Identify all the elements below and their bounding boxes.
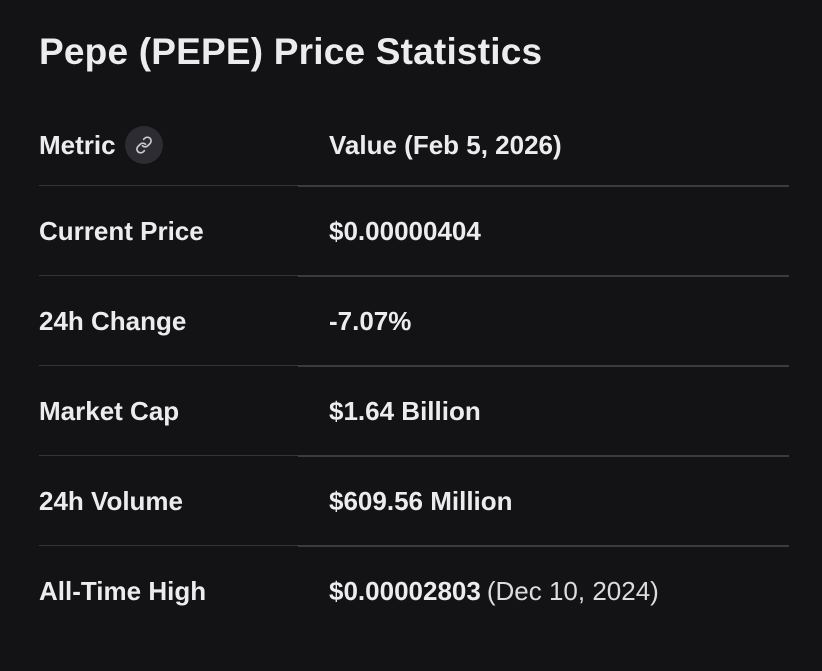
table-header-row: Metric Value (Feb 5, 2026) (39, 104, 789, 187)
row-divider (39, 275, 298, 276)
table-row: 24h Change -7.07% (39, 276, 789, 367)
row-divider (39, 365, 298, 366)
table-row: All-Time High $0.00002803 (Dec 10, 2024) (39, 546, 789, 636)
value-cell: $0.00002803 (Dec 10, 2024) (329, 576, 789, 607)
value-cell: $609.56 Million (329, 486, 789, 517)
value-text: $0.00002803 (329, 575, 481, 606)
metric-header-label: Metric (39, 129, 116, 160)
table-row: 24h Volume $609.56 Million (39, 456, 789, 547)
metric-cell: Current Price (39, 215, 204, 246)
copy-link-button[interactable] (124, 126, 163, 164)
link-icon (135, 136, 152, 154)
table-row: Current Price $0.00000404 (39, 186, 789, 277)
row-divider (298, 455, 789, 457)
price-statistics-table: Metric Value (Feb 5, 2026) Current Price… (39, 104, 789, 636)
metric-cell: 24h Change (39, 305, 187, 336)
row-divider (39, 185, 298, 186)
metric-cell: 24h Volume (39, 485, 184, 516)
metric-cell: All-Time High (39, 575, 207, 606)
page-title: Pepe (PEPE) Price Statistics (39, 31, 543, 72)
value-text: $609.56 Million (329, 485, 513, 516)
value-text: $1.64 Billion (329, 395, 481, 426)
value-text: $0.00000404 (329, 215, 481, 246)
value-note: (Dec 10, 2024) (486, 575, 659, 606)
metric-column-header: Metric (39, 126, 329, 164)
row-divider (39, 455, 298, 456)
metric-cell: Market Cap (39, 395, 180, 426)
row-divider (298, 275, 789, 277)
value-column-header: Value (Feb 5, 2026) (329, 129, 562, 160)
row-divider (298, 545, 789, 547)
value-cell: $1.64 Billion (329, 396, 789, 427)
row-divider (39, 545, 298, 546)
value-cell: $0.00000404 (329, 216, 789, 247)
value-cell: -7.07% (329, 306, 789, 337)
row-divider (298, 365, 789, 367)
value-text: -7.07% (329, 305, 412, 336)
table-row: Market Cap $1.64 Billion (39, 366, 789, 457)
row-divider (298, 185, 789, 187)
